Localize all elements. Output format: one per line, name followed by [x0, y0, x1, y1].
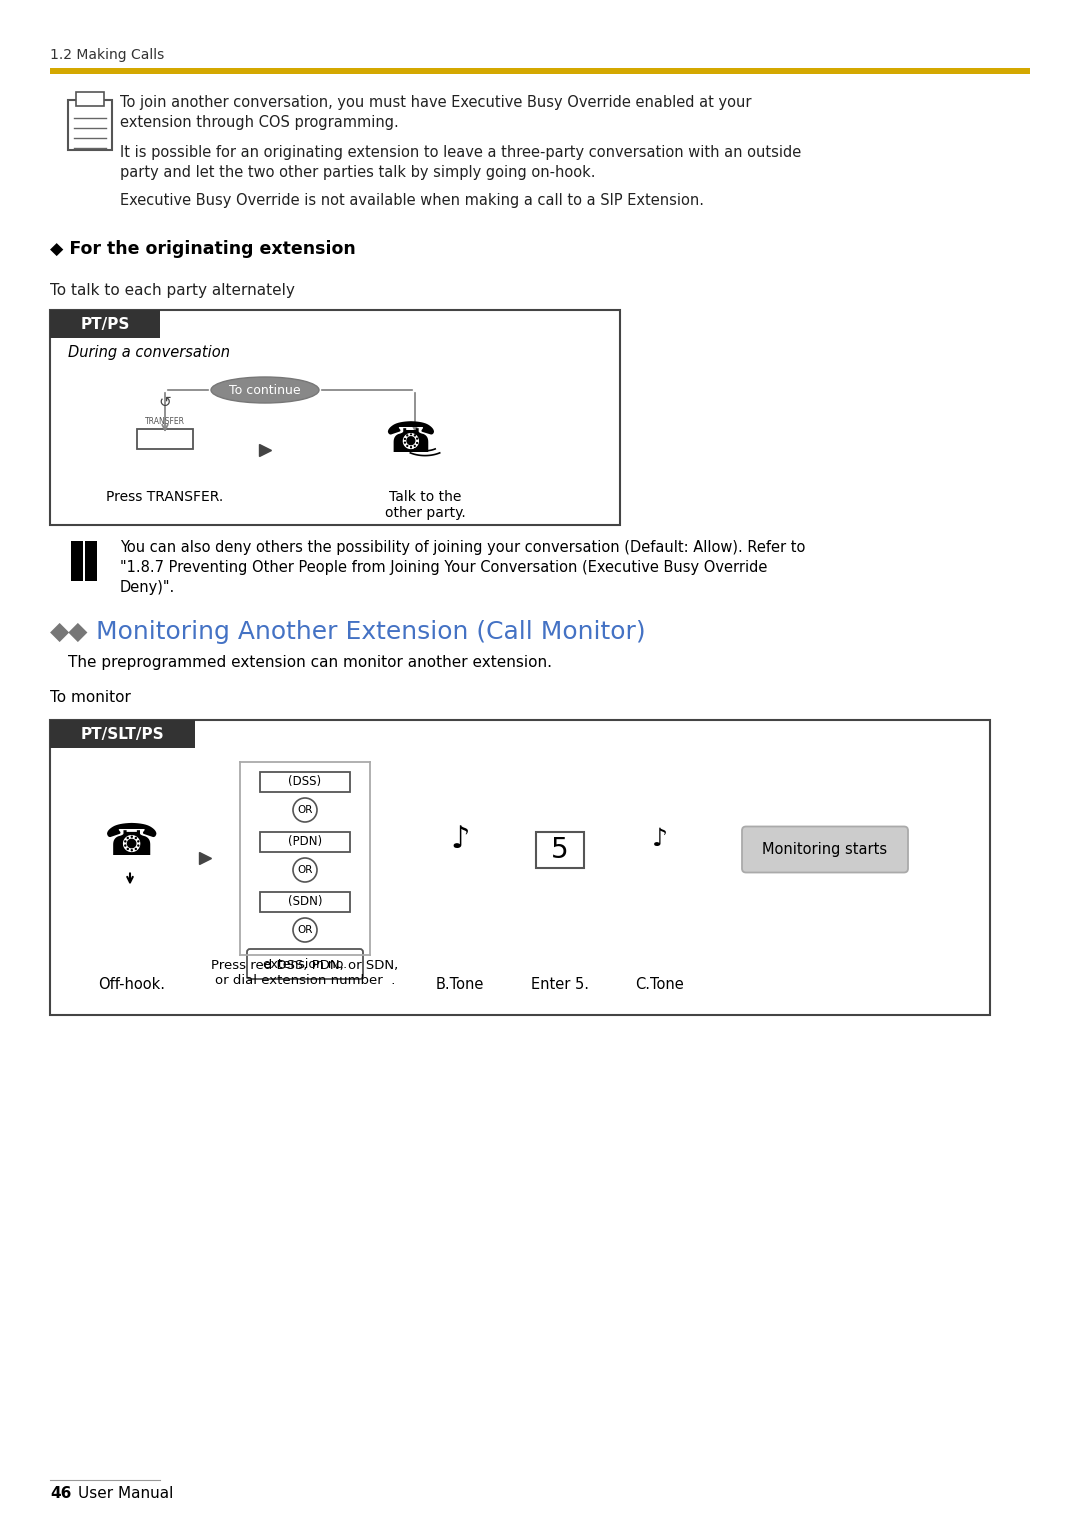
Text: Off-hook.: Off-hook.	[98, 976, 165, 992]
FancyBboxPatch shape	[742, 827, 908, 872]
Text: ♪: ♪	[450, 825, 470, 854]
Text: ♪: ♪	[652, 828, 669, 851]
Text: Press TRANSFER.: Press TRANSFER.	[106, 490, 224, 504]
Text: To continue: To continue	[229, 384, 301, 396]
Bar	[50, 310, 620, 526]
Text: To monitor: To monitor	[50, 691, 131, 704]
Text: ◆ For the originating extension: ◆ For the originating extension	[50, 240, 355, 258]
Text: During a conversation: During a conversation	[68, 345, 230, 361]
Text: OR: OR	[297, 805, 313, 814]
Text: Executive Busy Override is not available when making a call to a SIP Extension.: Executive Busy Override is not available…	[120, 193, 704, 208]
Text: To join another conversation, you must have Executive Busy Override enabled at y: To join another conversation, you must h…	[120, 95, 752, 130]
Circle shape	[293, 918, 318, 941]
Text: PT/SLT/PS: PT/SLT/PS	[81, 726, 164, 741]
Text: You can also deny others the possibility of joining your conversation (Default: : You can also deny others the possibility…	[120, 539, 806, 594]
Bar	[50, 720, 990, 1015]
Text: C.Tone: C.Tone	[636, 976, 685, 992]
FancyBboxPatch shape	[247, 949, 363, 979]
Text: OR: OR	[297, 865, 313, 876]
Bar	[137, 429, 193, 449]
Text: B.Tone: B.Tone	[436, 976, 484, 992]
Text: User Manual: User Manual	[78, 1487, 174, 1500]
Text: OR: OR	[297, 924, 313, 935]
Circle shape	[293, 859, 318, 882]
Bar	[50, 720, 195, 749]
Text: Monitoring Another Extension (Call Monitor): Monitoring Another Extension (Call Monit…	[87, 620, 646, 643]
Text: ☎: ☎	[105, 821, 160, 863]
Text: 46: 46	[50, 1487, 71, 1500]
Text: ☎: ☎	[384, 419, 436, 461]
Text: Talk to the
other party.: Talk to the other party.	[384, 490, 465, 520]
Circle shape	[293, 798, 318, 822]
Bar	[260, 772, 350, 792]
Text: Monitoring starts: Monitoring starts	[762, 842, 888, 857]
Text: extension no.: extension no.	[262, 958, 347, 970]
Text: PT/PS: PT/PS	[80, 316, 130, 332]
Bar	[50, 310, 160, 338]
Text: To talk to each party alternately: To talk to each party alternately	[50, 283, 295, 298]
Bar	[50, 69, 1030, 73]
Text: (SDN): (SDN)	[287, 895, 322, 909]
Text: The preprogrammed extension can monitor another extension.: The preprogrammed extension can monitor …	[68, 656, 552, 669]
Text: It is possible for an originating extension to leave a three-party conversation : It is possible for an originating extens…	[120, 145, 801, 180]
FancyBboxPatch shape	[68, 99, 112, 150]
Bar	[260, 892, 350, 912]
Text: (DSS): (DSS)	[288, 776, 322, 788]
Text: ◆◆: ◆◆	[50, 620, 89, 643]
Text: Press red DSS, PDN, or SDN,
or dial extension number  .: Press red DSS, PDN, or SDN, or dial exte…	[212, 960, 399, 987]
Text: 5: 5	[551, 836, 569, 863]
FancyBboxPatch shape	[85, 541, 97, 581]
FancyBboxPatch shape	[76, 92, 104, 105]
Text: 1.2 Making Calls: 1.2 Making Calls	[50, 47, 164, 63]
Bar	[260, 833, 350, 853]
Bar	[536, 831, 584, 868]
Text: (PDN): (PDN)	[288, 836, 322, 848]
Text: TRANSFER: TRANSFER	[145, 417, 185, 426]
FancyBboxPatch shape	[71, 541, 83, 581]
Ellipse shape	[211, 377, 319, 403]
Text: ↺: ↺	[159, 396, 172, 410]
Text: Enter 5.: Enter 5.	[531, 976, 589, 992]
